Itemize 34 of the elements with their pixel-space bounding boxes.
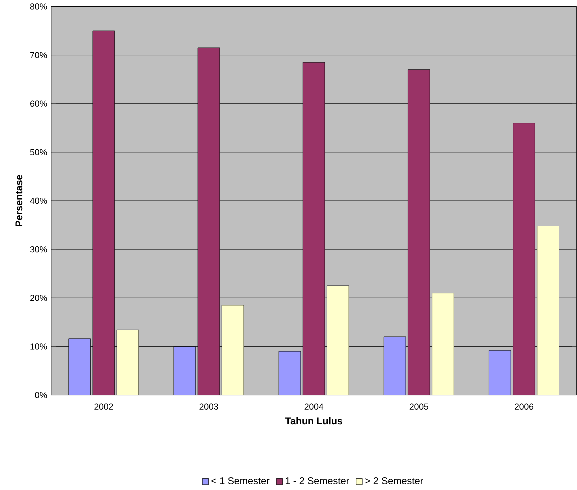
y-axis-title: Persentase <box>16 174 23 226</box>
legend-label: 1 - 2 Semester <box>286 477 350 484</box>
y-tick-label: 50% <box>30 149 48 156</box>
y-tick-label: 20% <box>30 294 48 302</box>
legend-label: < 1 Semester <box>212 477 270 484</box>
x-tick-label: 2002 <box>94 404 114 410</box>
legend-label: > 2 Semester <box>365 477 424 484</box>
x-axis-title: Tahun Lulus <box>285 417 342 424</box>
bar <box>432 292 454 396</box>
x-tick-label: 2003 <box>200 404 218 410</box>
bar <box>537 226 560 396</box>
bar <box>92 30 116 396</box>
bar <box>326 286 350 396</box>
y-tick-label: 30% <box>30 246 48 252</box>
bar <box>384 336 406 396</box>
bar <box>198 48 220 396</box>
bar <box>174 346 196 396</box>
bar <box>278 351 302 396</box>
y-tick-label: 10% <box>30 343 48 350</box>
bar <box>116 330 140 396</box>
x-tick-label: 2006 <box>514 404 534 410</box>
bar <box>513 122 536 396</box>
x-tick-label: 2004 <box>304 404 324 410</box>
bar <box>222 304 244 396</box>
bar <box>408 69 430 396</box>
y-tick-label: 40% <box>30 198 48 204</box>
y-tick-label: 70% <box>30 52 48 58</box>
y-tick-label: 60% <box>30 100 48 107</box>
bar <box>302 62 326 396</box>
bar <box>489 350 512 396</box>
bar <box>68 338 92 396</box>
y-tick-label: 80% <box>30 3 48 10</box>
y-tick-label: 0% <box>35 392 48 398</box>
x-tick-label: 2005 <box>410 404 428 410</box>
